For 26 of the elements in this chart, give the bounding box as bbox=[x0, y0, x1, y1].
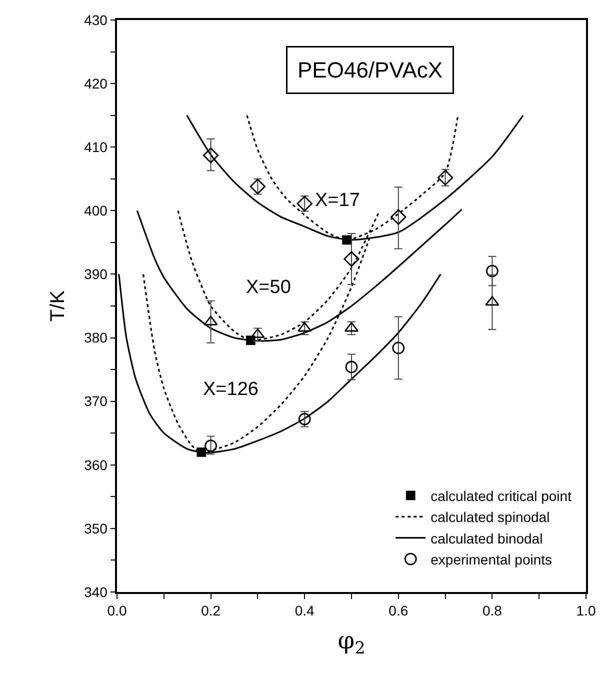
legend-label: calculated critical point bbox=[430, 488, 572, 504]
x-tick-label: 0.0 bbox=[107, 602, 127, 619]
y-tick-label: 370 bbox=[84, 393, 108, 410]
y-axis-title: T/K bbox=[47, 290, 70, 322]
x-tick-label: 0.4 bbox=[294, 602, 315, 619]
x-axis-title: φ$_{2}$ bbox=[338, 626, 366, 658]
y-tick-label: 350 bbox=[84, 520, 108, 536]
legend-label: calculated spinodal bbox=[430, 509, 550, 526]
x-tick-label: 0.8 bbox=[482, 602, 502, 619]
legend-label: calculated binodal bbox=[430, 530, 543, 546]
y-tick-label: 340 bbox=[84, 584, 108, 600]
x-tick-label: 0.6 bbox=[388, 602, 408, 619]
y-tick-label: 380 bbox=[84, 330, 108, 346]
legend-label: experimental points bbox=[430, 552, 552, 568]
annotation: X=50 bbox=[246, 277, 291, 298]
y-tick-label: 390 bbox=[84, 266, 108, 282]
y-tick-label: 410 bbox=[84, 139, 108, 156]
annotation: X=126 bbox=[203, 379, 258, 400]
x-tick-label: 1.0 bbox=[576, 602, 596, 619]
y-tick-label: 400 bbox=[84, 202, 108, 219]
x-tick-label: 0.2 bbox=[201, 602, 221, 619]
annotation: X=17 bbox=[315, 190, 360, 211]
y-tick-label: 430 bbox=[84, 12, 108, 28]
y-tick-label: 420 bbox=[84, 75, 108, 92]
y-tick-label: 360 bbox=[84, 456, 108, 473]
text: PEO46/PVAcX bbox=[298, 58, 443, 82]
